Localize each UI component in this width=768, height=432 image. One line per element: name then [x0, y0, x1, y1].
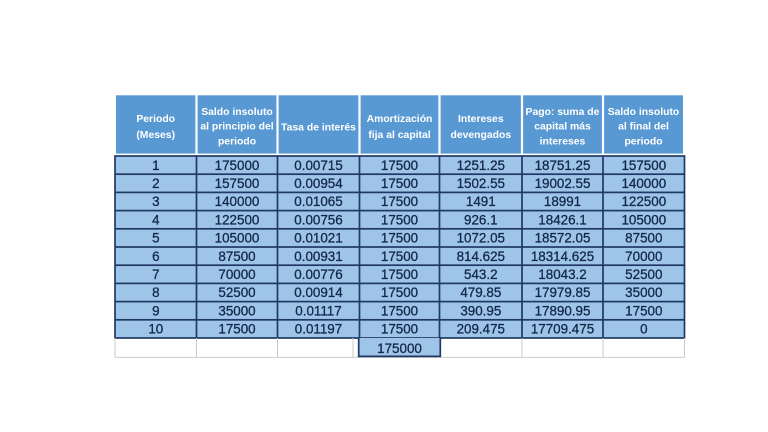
svg-text:4: 4 — [152, 212, 160, 227]
svg-text:Intereses: Intereses — [458, 114, 504, 125]
svg-text:1502.55: 1502.55 — [457, 176, 505, 191]
svg-text:0.00914: 0.00914 — [294, 285, 343, 300]
svg-text:al principio del: al principio del — [200, 122, 273, 133]
svg-text:543.2: 543.2 — [464, 267, 498, 282]
svg-text:17500: 17500 — [381, 176, 418, 191]
svg-text:18991: 18991 — [544, 194, 581, 209]
svg-text:17500: 17500 — [381, 285, 418, 300]
svg-text:5: 5 — [152, 231, 159, 246]
svg-text:70000: 70000 — [218, 267, 255, 282]
svg-text:0.01065: 0.01065 — [294, 194, 342, 209]
svg-text:1491: 1491 — [466, 194, 496, 209]
svg-text:1: 1 — [152, 158, 159, 173]
svg-text:Periodo: Periodo — [136, 114, 175, 125]
svg-text:0: 0 — [640, 322, 647, 337]
svg-text:0.00954: 0.00954 — [294, 176, 343, 191]
svg-text:17890.95: 17890.95 — [535, 303, 591, 318]
svg-text:1251.25: 1251.25 — [457, 158, 505, 173]
svg-text:fija al capital: fija al capital — [368, 130, 430, 141]
svg-text:19002.55: 19002.55 — [535, 176, 591, 191]
svg-text:18751.25: 18751.25 — [535, 158, 591, 173]
svg-text:Tasa de interés: Tasa de interés — [281, 122, 356, 133]
svg-text:926.1: 926.1 — [464, 212, 498, 227]
svg-text:0.00931: 0.00931 — [294, 249, 342, 264]
svg-text:17500: 17500 — [218, 322, 255, 337]
svg-text:17500: 17500 — [381, 249, 418, 264]
svg-text:122500: 122500 — [215, 212, 260, 227]
svg-text:Saldo insoluto: Saldo insoluto — [201, 107, 273, 118]
svg-text:Saldo insoluto: Saldo insoluto — [608, 107, 680, 118]
svg-text:35000: 35000 — [218, 303, 255, 318]
svg-text:0.00776: 0.00776 — [294, 267, 342, 282]
svg-text:70000: 70000 — [625, 249, 662, 264]
svg-text:17500: 17500 — [381, 231, 418, 246]
svg-text:17500: 17500 — [381, 322, 418, 337]
svg-text:17979.85: 17979.85 — [535, 285, 591, 300]
svg-text:17500: 17500 — [625, 303, 662, 318]
svg-text:209.475: 209.475 — [457, 322, 505, 337]
svg-text:814.625: 814.625 — [457, 249, 505, 264]
svg-text:(Meses): (Meses) — [136, 130, 175, 141]
svg-text:18426.1: 18426.1 — [538, 212, 586, 227]
svg-text:0.01021: 0.01021 — [294, 231, 342, 246]
svg-text:capital más: capital más — [534, 122, 591, 133]
svg-text:0.01197: 0.01197 — [295, 322, 342, 337]
svg-text:3: 3 — [152, 194, 159, 209]
svg-text:0.00756: 0.00756 — [294, 212, 342, 227]
svg-text:Amortización: Amortización — [367, 114, 433, 125]
svg-text:140000: 140000 — [215, 194, 260, 209]
svg-text:1072.05: 1072.05 — [457, 231, 505, 246]
svg-text:0.00715: 0.00715 — [294, 158, 342, 173]
svg-text:157500: 157500 — [621, 158, 666, 173]
svg-text:17500: 17500 — [381, 303, 418, 318]
svg-text:122500: 122500 — [621, 194, 666, 209]
svg-text:17500: 17500 — [381, 194, 418, 209]
svg-text:18572.05: 18572.05 — [535, 231, 591, 246]
svg-text:18314.625: 18314.625 — [531, 249, 594, 264]
svg-text:17500: 17500 — [381, 158, 418, 173]
svg-text:52500: 52500 — [218, 285, 255, 300]
svg-text:175000: 175000 — [215, 158, 260, 173]
svg-text:105000: 105000 — [215, 231, 260, 246]
svg-text:17500: 17500 — [381, 212, 418, 227]
svg-text:al final del: al final del — [618, 122, 669, 133]
svg-text:devengados: devengados — [450, 130, 511, 141]
svg-text:87500: 87500 — [218, 249, 255, 264]
svg-text:periodo: periodo — [218, 136, 256, 147]
svg-text:52500: 52500 — [625, 267, 662, 282]
svg-text:479.85: 479.85 — [460, 285, 501, 300]
svg-text:87500: 87500 — [625, 231, 662, 246]
svg-text:105000: 105000 — [621, 212, 666, 227]
svg-text:157500: 157500 — [215, 176, 260, 191]
svg-text:140000: 140000 — [621, 176, 666, 191]
svg-text:17709.475: 17709.475 — [531, 322, 594, 337]
svg-text:6: 6 — [152, 249, 159, 264]
svg-text:390.95: 390.95 — [460, 303, 501, 318]
svg-text:10: 10 — [148, 322, 163, 337]
svg-text:2: 2 — [152, 176, 159, 191]
svg-text:175000: 175000 — [377, 341, 422, 356]
svg-text:17500: 17500 — [381, 267, 418, 282]
svg-text:7: 7 — [152, 267, 159, 282]
svg-text:intereses: intereses — [540, 136, 586, 147]
svg-text:9: 9 — [152, 303, 159, 318]
svg-text:35000: 35000 — [625, 285, 662, 300]
svg-text:periodo: periodo — [624, 136, 662, 147]
svg-text:8: 8 — [152, 285, 159, 300]
svg-text:18043.2: 18043.2 — [538, 267, 586, 282]
svg-text:0.01117: 0.01117 — [295, 303, 341, 318]
svg-text:Pago: suma de: Pago: suma de — [526, 107, 600, 118]
